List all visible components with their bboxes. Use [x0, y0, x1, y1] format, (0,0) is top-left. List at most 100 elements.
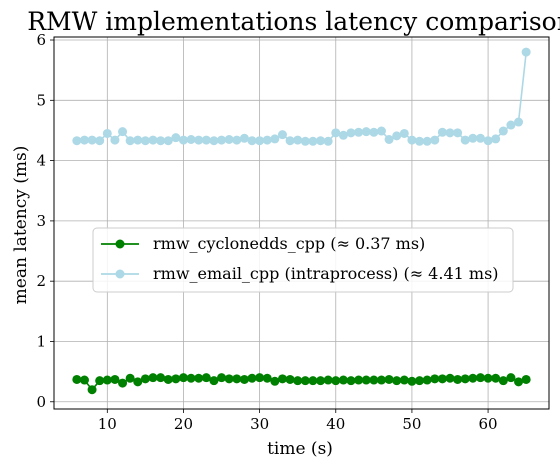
data-point — [399, 128, 409, 138]
data-point — [194, 373, 204, 383]
x-tick-label: 20 — [174, 415, 193, 433]
data-point — [407, 376, 417, 386]
data-point — [293, 376, 303, 386]
data-point — [445, 128, 455, 138]
data-point — [186, 134, 196, 144]
data-point — [178, 135, 188, 145]
data-point — [361, 127, 371, 137]
data-point — [148, 135, 158, 145]
legend-label: rmw_email_cpp (intraprocess) (≈ 4.41 ms) — [153, 264, 499, 283]
data-point — [87, 385, 97, 395]
data-point — [277, 130, 287, 140]
data-point — [148, 373, 158, 383]
y-tick-label: 3 — [36, 212, 46, 230]
data-point — [415, 376, 425, 386]
data-point — [224, 374, 234, 384]
data-point — [422, 375, 432, 385]
data-point — [171, 133, 181, 143]
legend-marker — [115, 269, 125, 279]
x-tick-label: 30 — [250, 415, 269, 433]
x-tick-label: 50 — [402, 415, 421, 433]
data-point — [201, 135, 211, 145]
data-point — [376, 375, 386, 385]
data-point — [369, 375, 379, 385]
data-point — [293, 135, 303, 145]
x-axis-label: time (s) — [267, 439, 333, 459]
data-point — [331, 128, 341, 138]
data-point — [118, 378, 128, 388]
data-point — [300, 136, 310, 146]
data-point — [285, 374, 295, 384]
data-point — [437, 127, 447, 137]
data-point — [255, 373, 265, 383]
data-point — [498, 376, 508, 386]
data-point — [483, 136, 493, 146]
data-point — [346, 128, 356, 138]
data-point — [232, 374, 242, 384]
data-point — [521, 374, 531, 384]
data-point — [247, 373, 257, 383]
data-point — [323, 136, 333, 146]
series-line-2 — [76, 52, 527, 143]
data-point — [331, 376, 341, 386]
y-tick-label: 4 — [36, 152, 46, 170]
data-point — [72, 136, 82, 146]
data-point — [468, 373, 478, 383]
data-point — [262, 135, 272, 145]
y-tick-label: 2 — [36, 272, 46, 290]
legend-label: rmw_cyclonedds_cpp (≈ 0.37 ms) — [153, 234, 425, 253]
data-point — [87, 135, 97, 145]
data-point — [491, 373, 501, 383]
data-point — [323, 375, 333, 385]
data-point — [453, 374, 463, 384]
data-point — [239, 374, 249, 384]
data-point — [255, 136, 265, 146]
data-point — [354, 375, 364, 385]
data-point — [201, 373, 211, 383]
data-point — [475, 133, 485, 143]
data-point — [217, 135, 227, 145]
data-point — [384, 374, 394, 384]
data-point — [316, 376, 326, 386]
data-point — [178, 373, 188, 383]
data-point — [422, 136, 432, 146]
data-point — [156, 136, 166, 146]
data-point — [514, 377, 524, 387]
data-point — [384, 134, 394, 144]
data-point — [194, 135, 204, 145]
y-tick-label: 0 — [36, 393, 46, 411]
data-point — [415, 136, 425, 146]
data-point — [140, 374, 150, 384]
x-tick-label: 40 — [326, 415, 345, 433]
data-point — [468, 133, 478, 143]
data-point — [102, 375, 112, 385]
data-point — [453, 128, 463, 138]
data-point — [460, 374, 470, 384]
data-point — [491, 134, 501, 144]
data-point — [79, 375, 89, 385]
data-point — [79, 135, 89, 145]
data-point — [133, 377, 143, 387]
data-point — [186, 373, 196, 383]
data-point — [239, 133, 249, 143]
data-point — [118, 127, 128, 137]
data-point — [392, 376, 402, 386]
data-point — [338, 375, 348, 385]
data-point — [430, 135, 440, 145]
data-point — [354, 127, 364, 137]
data-point — [308, 136, 318, 146]
y-axis-label: mean latency (ms) — [11, 146, 31, 305]
y-tick-label: 5 — [36, 91, 46, 109]
x-tick-label: 10 — [98, 415, 117, 433]
data-point — [300, 376, 310, 386]
data-point — [430, 374, 440, 384]
data-point — [392, 131, 402, 141]
data-point — [270, 134, 280, 144]
data-point — [125, 373, 135, 383]
data-point — [209, 376, 219, 386]
data-point — [506, 373, 516, 383]
plot-area: 10 20 30 40 50 60 0 1 2 3 4 5 6 rmw_cyclonedds_cpp (≈… — [36, 31, 550, 433]
data-point — [514, 117, 524, 127]
data-point — [110, 374, 120, 384]
